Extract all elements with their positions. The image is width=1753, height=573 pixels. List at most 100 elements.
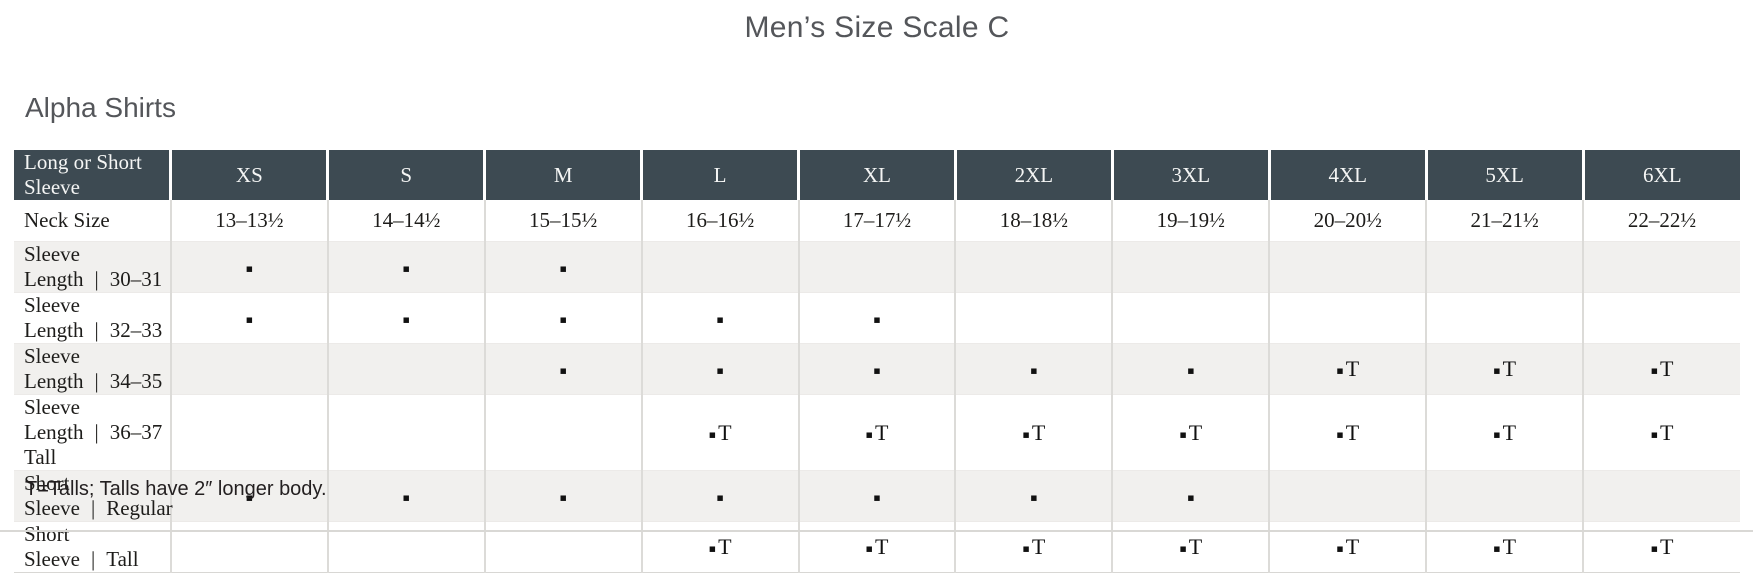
availability-dot-icon: ▪ — [1336, 364, 1344, 377]
table-row: Sleeve Length | 36–37 Tall ▪T ▪T ▪T ▪T ▪T ▪T ▪T — [14, 394, 1740, 471]
size-value-cell: 18–18½ — [955, 200, 1114, 242]
table-row: Sleeve Length | 32–33 ▪ ▪ ▪ ▪ ▪ — [14, 292, 1740, 344]
availability-cell — [170, 343, 329, 395]
availability-cell — [1112, 241, 1271, 293]
tall-mark-letter: T — [874, 419, 889, 445]
availability-cell — [955, 292, 1114, 344]
tall-mark-letter: T — [1660, 534, 1674, 559]
availability-cell: ▪T — [1269, 343, 1428, 395]
availability-cell: ▪T — [1583, 394, 1740, 471]
availability-cell: ▪T — [1426, 343, 1585, 395]
column-header-m: M — [484, 150, 644, 200]
column-header-s: S — [327, 150, 487, 200]
row-label: Short Sleeve | Regular — [14, 470, 173, 522]
tall-mark-letter: T — [1031, 534, 1046, 559]
availability-cell: ▪T — [1269, 394, 1428, 471]
size-value-cell: 22–22½ — [1583, 200, 1740, 242]
tall-mark-letter: T — [1660, 356, 1674, 381]
availability-cell: ▪ — [170, 292, 329, 344]
availability-cell: ▪T — [798, 394, 957, 471]
availability-dot-icon: ▪ — [1336, 427, 1344, 441]
availability-dot-icon: ▪ — [708, 542, 717, 555]
availability-dot-icon: ▪ — [1650, 364, 1659, 377]
column-header-xs: XS — [170, 150, 330, 200]
tall-mark-letter: T — [1660, 419, 1674, 445]
availability-dot-icon: ▪ — [1336, 542, 1344, 555]
availability-dot-icon: ▪ — [245, 490, 254, 504]
label-separator: | — [94, 369, 99, 393]
tall-mark-letter: T — [1502, 356, 1517, 381]
tall-mark-letter: T — [1345, 356, 1360, 381]
availability-dot-icon: ▪ — [1650, 542, 1659, 555]
tall-mark-letter: T — [1188, 419, 1203, 445]
availability-dot-icon: ▪ — [1493, 542, 1501, 555]
size-value-cell: 19–19½ — [1112, 200, 1271, 242]
availability-dot-icon: ▪ — [245, 312, 254, 326]
availability-dot-icon: ▪ — [1179, 542, 1187, 555]
size-value-cell: 21–21½ — [1426, 200, 1585, 242]
availability-cell — [955, 241, 1114, 293]
availability-cell: ▪T — [1583, 343, 1740, 395]
availability-dot-icon: ▪ — [1022, 427, 1030, 441]
availability-cell: ▪ — [1112, 470, 1271, 522]
table-header-label: Long or Short Sleeve — [14, 150, 173, 200]
tall-mark-letter: T — [874, 534, 889, 559]
column-header-4xl: 4XL — [1269, 150, 1428, 200]
availability-cell — [484, 394, 643, 471]
availability-dot-icon: ▪ — [402, 490, 410, 504]
table-footnote: T=Talls; Talls have 2″ longer body. — [25, 478, 327, 500]
availability-dot-icon: ▪ — [1022, 542, 1030, 555]
label-separator: | — [90, 547, 96, 571]
availability-dot-icon: ▪ — [1493, 427, 1501, 441]
row-label: Sleeve Length | 34–35 — [14, 343, 172, 395]
size-value-cell: 17–17½ — [798, 200, 957, 242]
availability-dot-icon: ▪ — [1187, 490, 1195, 504]
availability-cell: ▪ — [641, 292, 800, 344]
availability-dot-icon: ▪ — [559, 312, 567, 326]
row-label: Neck Size — [14, 200, 172, 242]
size-value-cell: 13–13½ — [170, 200, 329, 242]
availability-cell: ▪ — [641, 343, 800, 395]
row-label: Sleeve Length | 30–31 — [14, 241, 172, 293]
tall-mark-letter: T — [718, 419, 732, 445]
availability-cell — [1269, 241, 1428, 293]
label-separator: | — [94, 318, 99, 342]
availability-dot-icon: ▪ — [865, 427, 873, 441]
availability-cell — [327, 394, 486, 471]
availability-dot-icon: ▪ — [402, 312, 410, 326]
availability-cell — [1426, 292, 1585, 344]
availability-cell: ▪ — [170, 241, 329, 293]
availability-cell: ▪ — [484, 343, 643, 395]
availability-cell: ▪T — [1426, 394, 1585, 471]
availability-cell: ▪ — [1112, 343, 1271, 395]
availability-cell: ▪ — [484, 241, 643, 293]
table-header-row: Long or Short Sleeve XS S M L XL 2XL 3XL 4XL 5XL 6… — [14, 150, 1740, 200]
tall-mark-letter: T — [1502, 534, 1517, 559]
availability-cell: ▪ — [327, 241, 486, 293]
column-header-2xl: 2XL — [955, 150, 1114, 200]
row-label: Sleeve Length | 36–37 Tall — [14, 394, 172, 471]
availability-dot-icon: ▪ — [716, 490, 724, 504]
availability-dot-icon: ▪ — [873, 312, 881, 326]
availability-dot-icon: ▪ — [559, 261, 567, 275]
tall-mark-letter: T — [1345, 534, 1360, 559]
availability-dot-icon: ▪ — [1179, 427, 1187, 441]
tall-mark-letter: T — [1345, 419, 1360, 445]
availability-cell — [1583, 292, 1740, 344]
table-row: Sleeve Length | 30–31 ▪ ▪ ▪ — [14, 241, 1740, 293]
tall-mark-letter: T — [1188, 534, 1203, 559]
availability-dot-icon: ▪ — [559, 490, 567, 504]
column-header-6xl: 6XL — [1583, 150, 1740, 200]
availability-dot-icon: ▪ — [873, 490, 881, 504]
availability-cell: ▪T — [955, 394, 1114, 471]
label-separator: | — [94, 267, 99, 291]
availability-dot-icon: ▪ — [708, 427, 717, 441]
availability-cell: ▪ — [641, 470, 800, 522]
availability-cell — [1426, 470, 1585, 522]
availability-dot-icon: ▪ — [865, 542, 873, 555]
availability-cell: ▪ — [955, 470, 1114, 522]
availability-dot-icon: ▪ — [1187, 363, 1195, 377]
availability-cell — [1426, 241, 1585, 293]
section-heading: Alpha Shirts — [25, 92, 176, 123]
size-value-cell: 15–15½ — [484, 200, 643, 242]
